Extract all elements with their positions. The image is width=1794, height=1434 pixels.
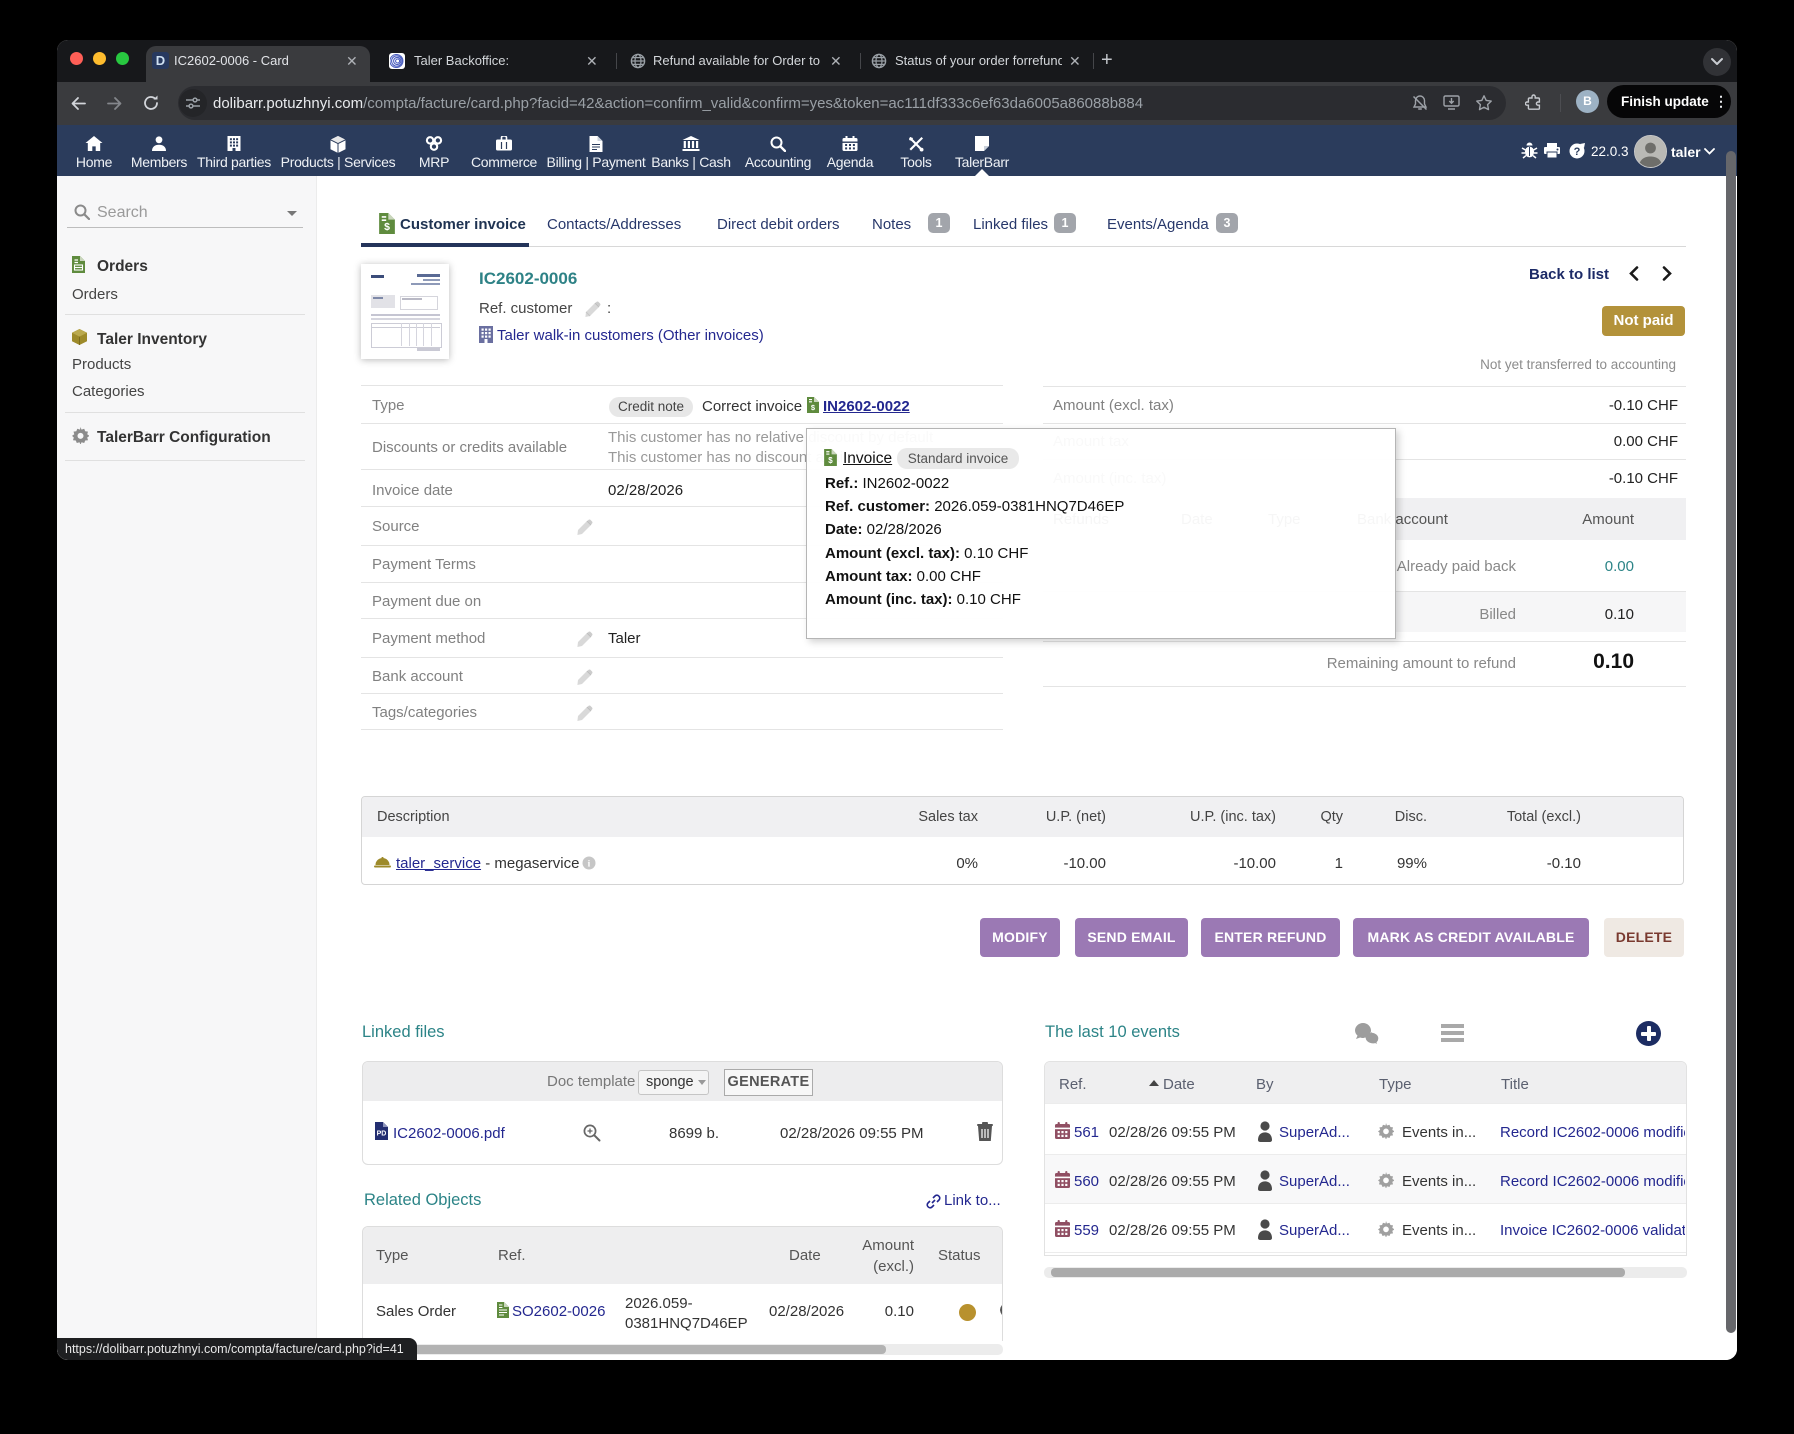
svg-text:$: $ [811,403,816,412]
svg-text:PD: PD [377,1131,387,1138]
svg-text:?: ? [1574,146,1581,158]
svg-text:i: i [588,859,591,869]
svg-text:$: $ [828,456,833,465]
svg-text:$: $ [384,221,390,233]
